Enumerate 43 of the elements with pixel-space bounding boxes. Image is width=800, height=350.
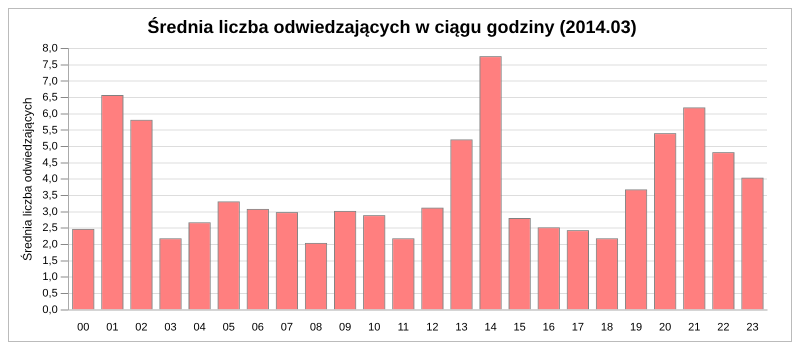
x-tick-label: 10 (368, 321, 380, 334)
y-tick-label: 6,0 (42, 108, 58, 120)
y-tick-label: 2,0 (42, 238, 58, 251)
x-tick-label: 16 (542, 321, 555, 334)
x-tick-label: 20 (659, 321, 672, 334)
y-tick-label: 8,0 (42, 42, 58, 55)
x-tick-label: 03 (164, 321, 177, 334)
chart-title: Średnia liczba odwiedzających w ciągu godziny (2014.03) (147, 16, 637, 37)
x-tick-label: 21 (688, 321, 700, 334)
x-tick-label: 08 (310, 321, 322, 334)
x-tick-label: 05 (222, 321, 235, 334)
x-tick-label: 13 (455, 321, 468, 334)
y-tick-label: 5,0 (42, 140, 58, 153)
x-tick-label: 23 (746, 321, 759, 334)
y-tick-label: 0,5 (42, 288, 58, 300)
y-tick-label: 3,5 (42, 190, 58, 202)
y-tick-label: 0,0 (42, 304, 58, 316)
x-tick-label: 15 (514, 321, 526, 334)
y-tick-label: 3,0 (42, 206, 58, 218)
y-tick-label: 7,0 (42, 75, 58, 88)
y-tick-label: 7,5 (42, 58, 58, 71)
x-tick-label: 09 (338, 321, 352, 334)
x-tick-label: 18 (600, 321, 614, 334)
x-tick-label: 01 (106, 321, 118, 334)
x-tick-label: 06 (252, 321, 264, 334)
x-tick-label: 11 (398, 321, 410, 334)
y-tick-label: 4,0 (42, 173, 58, 186)
x-tick-label: 07 (280, 321, 294, 334)
x-tick-label: 19 (630, 321, 642, 334)
y-tick-label: 2,5 (42, 222, 58, 234)
y-axis-title: Średnia liczba odwiedzających (20, 97, 35, 261)
y-tick-label: 5,5 (42, 124, 58, 136)
y-tick-label: 6,5 (42, 92, 58, 104)
x-tick-label: 00 (77, 321, 90, 334)
x-tick-label: 22 (717, 321, 730, 334)
x-tick-label: 14 (484, 321, 497, 334)
x-tick-label: 04 (194, 321, 206, 334)
x-tick-label: 12 (426, 321, 439, 334)
x-tick-label: 02 (135, 321, 148, 334)
x-tick-label: 17 (572, 321, 584, 334)
y-tick-label: 4,5 (42, 156, 58, 169)
y-tick-label: 1,0 (42, 271, 58, 284)
y-tick-label: 1,5 (42, 254, 58, 267)
